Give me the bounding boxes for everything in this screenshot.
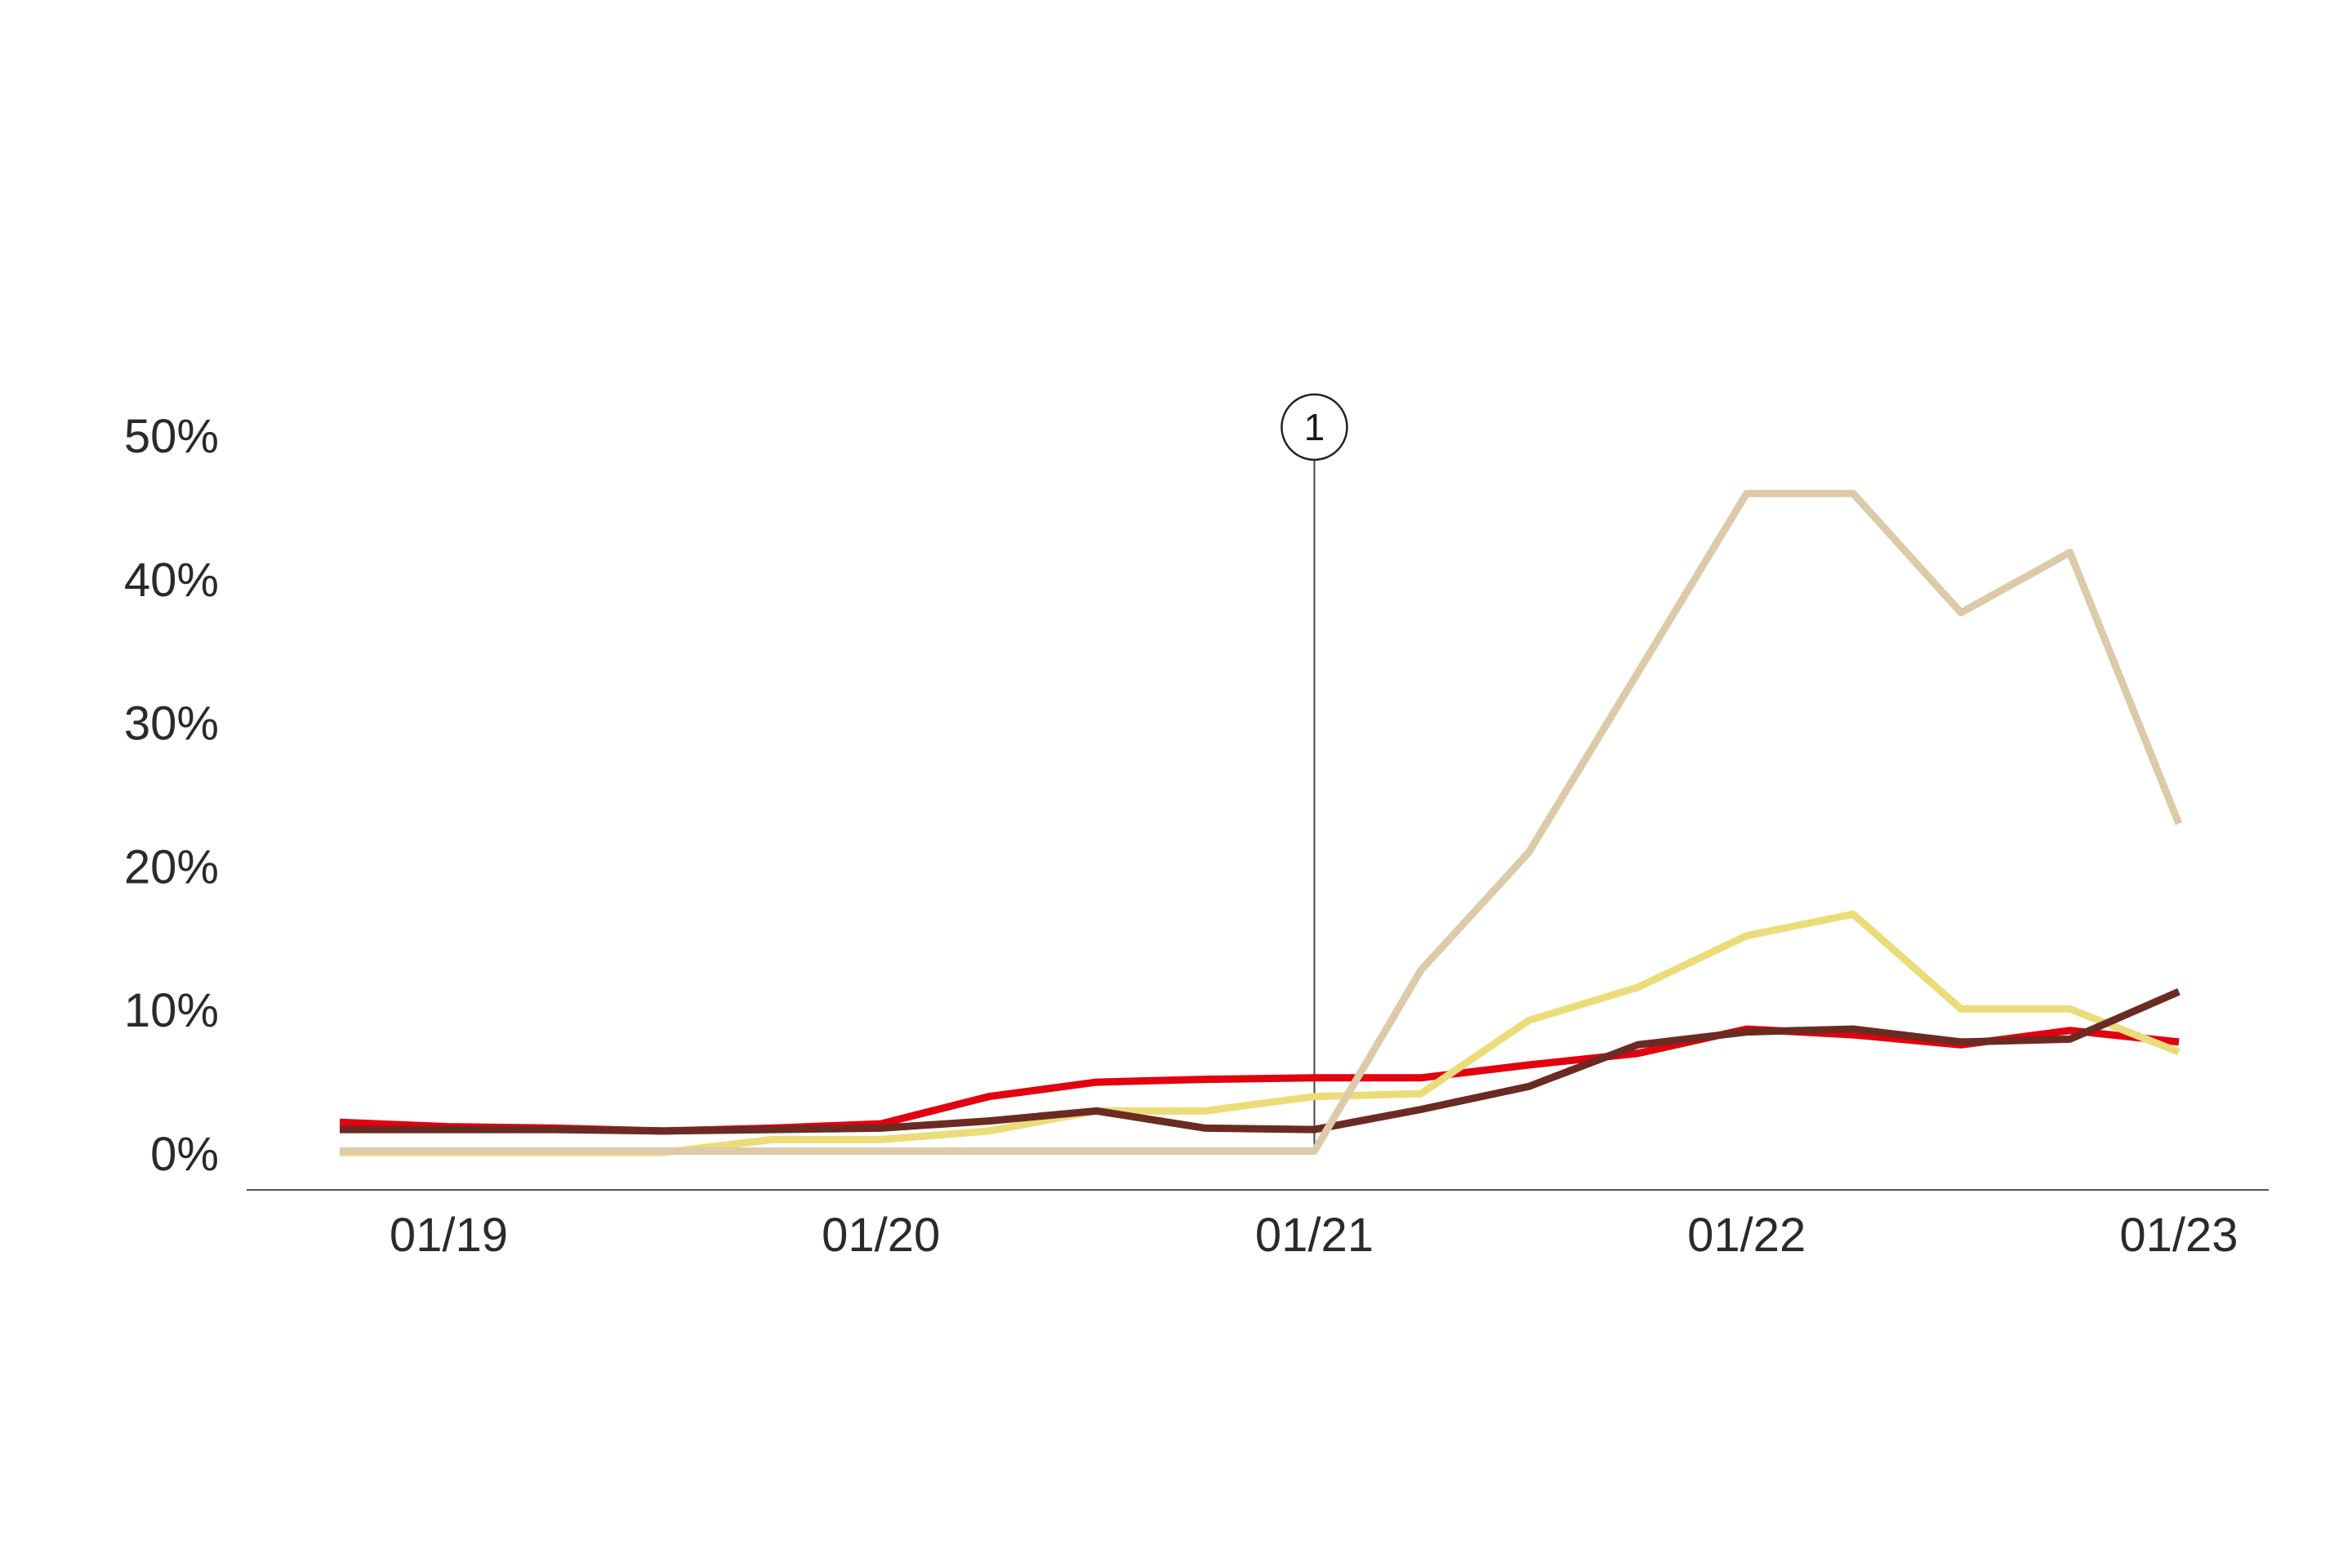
series-lines — [339, 489, 2183, 1156]
y-tick-label: 50% — [124, 410, 219, 463]
x-tick-label: 01/20 — [822, 1209, 940, 1262]
y-tick-label: 40% — [124, 554, 219, 607]
x-axis-tick-labels: 01/19 01/20 01/21 01/22 01/23 — [390, 1209, 2238, 1262]
annotation-label: 1 — [1304, 406, 1325, 448]
series-line-4 — [340, 489, 2183, 1155]
x-tick-label: 01/23 — [2119, 1209, 2238, 1262]
annotations: 1 — [1281, 393, 1348, 1154]
y-axis-tick-labels: 0% 10% 20% 30% 40% 50% — [124, 410, 219, 1181]
y-tick-label: 30% — [124, 697, 219, 751]
x-tick-label: 01/22 — [1687, 1209, 1806, 1262]
y-tick-label: 0% — [150, 1128, 219, 1181]
y-tick-label: 20% — [124, 840, 219, 893]
y-tick-label: 10% — [124, 984, 219, 1037]
x-tick-label: 01/19 — [390, 1209, 508, 1262]
annotation-marker — [1281, 393, 1348, 461]
series-line-3 — [340, 988, 2180, 1135]
x-tick-label: 01/21 — [1255, 1209, 1374, 1262]
series-line-1 — [339, 1025, 2180, 1135]
